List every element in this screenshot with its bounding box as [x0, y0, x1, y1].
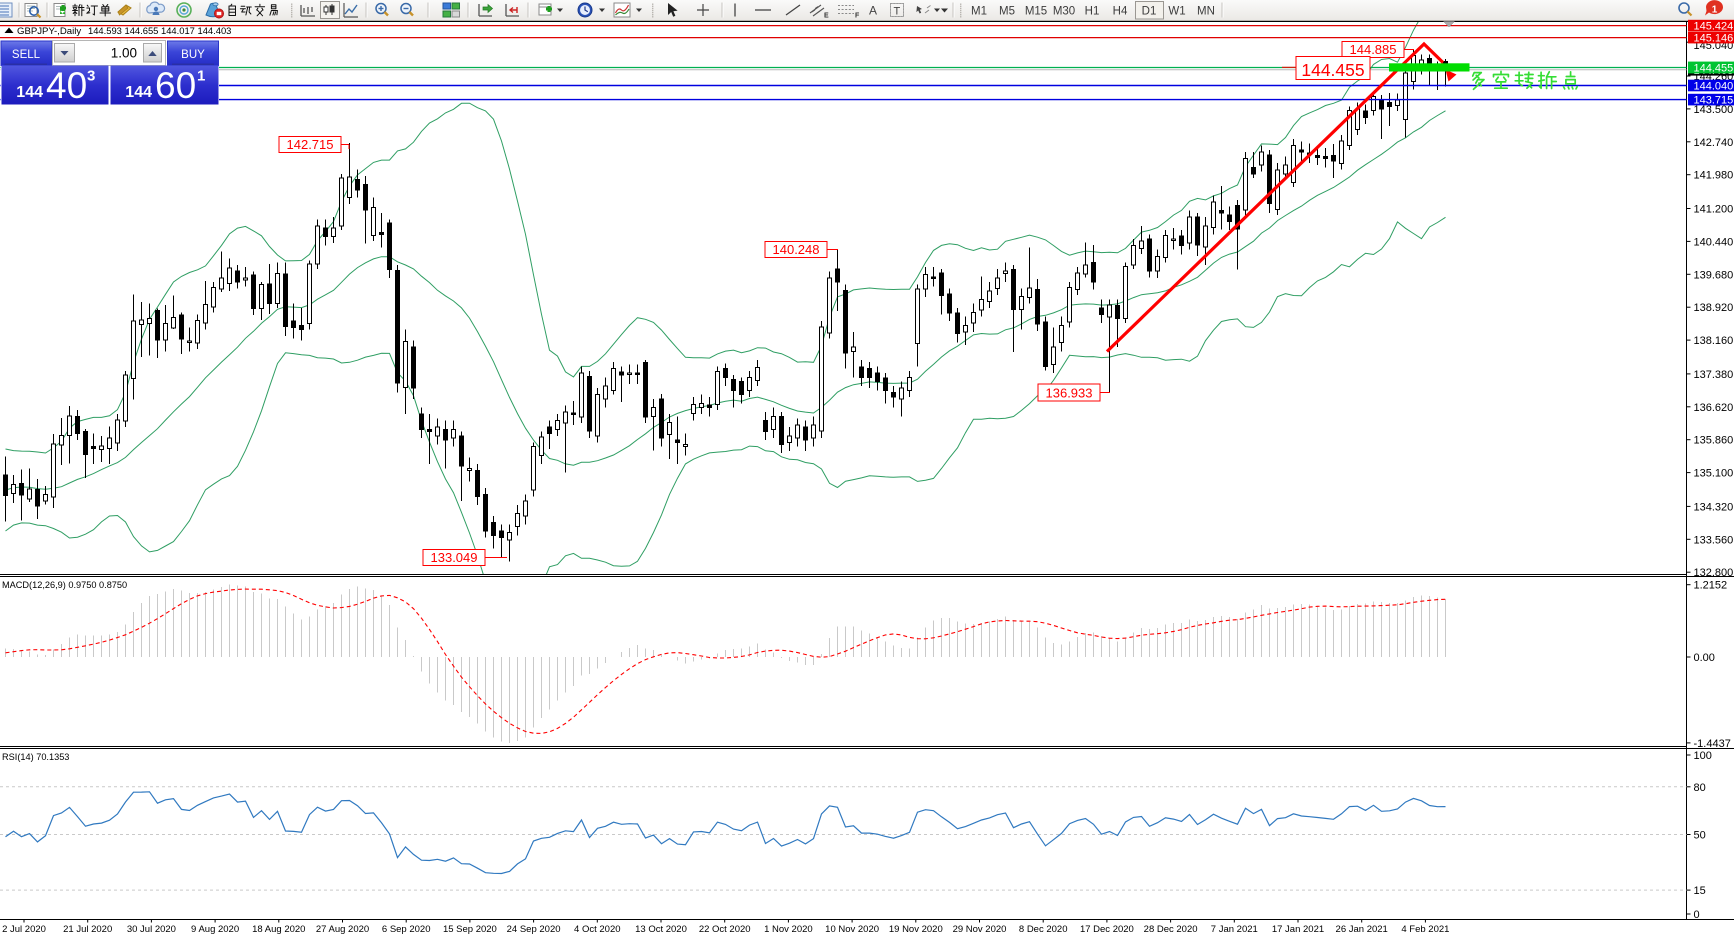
svg-text:H4: H4 — [1113, 6, 1128, 18]
svg-text:-1.4437: -1.4437 — [1694, 738, 1731, 750]
svg-text:40: 40 — [46, 65, 87, 106]
svg-text:134.320: 134.320 — [1694, 501, 1734, 513]
svg-text:RSI(14) 70.1353: RSI(14) 70.1353 — [2, 752, 69, 762]
svg-text:3: 3 — [87, 68, 95, 85]
svg-text:133.049: 133.049 — [431, 550, 478, 565]
svg-text:139.680: 139.680 — [1694, 269, 1734, 281]
svg-text:140.248: 140.248 — [773, 242, 820, 257]
svg-text:6 Sep 2020: 6 Sep 2020 — [382, 924, 431, 935]
svg-text:SELL: SELL — [12, 49, 41, 61]
svg-text:15: 15 — [1694, 885, 1706, 897]
svg-text:144: 144 — [16, 84, 43, 101]
svg-text:145.424: 145.424 — [1694, 21, 1734, 33]
svg-text:137.380: 137.380 — [1694, 369, 1734, 381]
svg-text:141.200: 141.200 — [1694, 204, 1734, 216]
svg-text:29 Nov 2020: 29 Nov 2020 — [953, 924, 1007, 935]
svg-text:0.00: 0.00 — [1694, 652, 1715, 664]
svg-text:21 Jul 2020: 21 Jul 2020 — [63, 924, 112, 935]
svg-text:MACD(12,26,9) 0.9750 0.8750: MACD(12,26,9) 0.9750 0.8750 — [2, 580, 127, 590]
svg-text:1: 1 — [197, 68, 205, 85]
svg-text:GBPJPY-,Daily: GBPJPY-,Daily — [17, 26, 81, 37]
svg-text:136.620: 136.620 — [1694, 402, 1734, 414]
svg-text:28 Dec 2020: 28 Dec 2020 — [1144, 924, 1198, 935]
svg-text:1: 1 — [1712, 5, 1718, 16]
svg-text:27 Aug 2020: 27 Aug 2020 — [316, 924, 369, 935]
svg-text:D1: D1 — [1142, 6, 1157, 18]
svg-text:2 Jul 2020: 2 Jul 2020 — [2, 924, 46, 935]
svg-text:15 Sep 2020: 15 Sep 2020 — [443, 924, 497, 935]
svg-text:A: A — [869, 4, 877, 18]
svg-text:138.160: 138.160 — [1694, 335, 1734, 347]
svg-text:26 Jan 2021: 26 Jan 2021 — [1336, 924, 1388, 935]
svg-text:138.920: 138.920 — [1694, 302, 1734, 314]
svg-text:W1: W1 — [1168, 6, 1185, 18]
svg-text:144.455: 144.455 — [1694, 63, 1734, 75]
svg-text:4 Feb 2021: 4 Feb 2021 — [1401, 924, 1449, 935]
svg-text:60: 60 — [155, 65, 196, 106]
svg-text:M15: M15 — [1025, 6, 1047, 18]
svg-text:1 Nov 2020: 1 Nov 2020 — [764, 924, 813, 935]
svg-text:9 Aug 2020: 9 Aug 2020 — [191, 924, 239, 935]
svg-text:M1: M1 — [971, 6, 987, 18]
svg-text:24 Sep 2020: 24 Sep 2020 — [507, 924, 561, 935]
svg-text:22 Oct 2020: 22 Oct 2020 — [699, 924, 751, 935]
svg-text:143.500: 143.500 — [1694, 104, 1734, 116]
svg-text:F: F — [855, 13, 860, 20]
svg-text:136.933: 136.933 — [1046, 386, 1093, 401]
svg-text:17 Jan 2021: 17 Jan 2021 — [1272, 924, 1324, 935]
svg-text:18 Aug 2020: 18 Aug 2020 — [252, 924, 305, 935]
svg-text:13 Oct 2020: 13 Oct 2020 — [635, 924, 687, 935]
svg-text:17 Dec 2020: 17 Dec 2020 — [1080, 924, 1134, 935]
svg-text:7 Jan 2021: 7 Jan 2021 — [1211, 924, 1258, 935]
svg-text:133.560: 133.560 — [1694, 534, 1734, 546]
svg-text:144.885: 144.885 — [1350, 42, 1397, 57]
svg-text:M30: M30 — [1053, 6, 1075, 18]
svg-text:144: 144 — [125, 84, 152, 101]
svg-text:MN: MN — [1197, 6, 1215, 18]
svg-text:50: 50 — [1694, 830, 1706, 842]
svg-text:80: 80 — [1694, 782, 1706, 794]
svg-text:100: 100 — [1694, 750, 1712, 762]
svg-text:144.040: 144.040 — [1694, 81, 1734, 93]
svg-text:132.800: 132.800 — [1694, 567, 1734, 579]
svg-text:BUY: BUY — [181, 49, 205, 61]
svg-text:1.00: 1.00 — [111, 46, 137, 61]
svg-text:135.100: 135.100 — [1694, 468, 1734, 480]
svg-text:H1: H1 — [1085, 6, 1100, 18]
svg-text:144.455: 144.455 — [1301, 60, 1364, 80]
svg-text:140.440: 140.440 — [1694, 236, 1734, 248]
svg-text:141.980: 141.980 — [1694, 170, 1734, 182]
svg-text:144.593 144.655 144.017 144.40: 144.593 144.655 144.017 144.403 — [88, 25, 231, 36]
svg-text:0: 0 — [1694, 909, 1700, 921]
svg-text:4 Oct 2020: 4 Oct 2020 — [574, 924, 620, 935]
svg-text:142.740: 142.740 — [1694, 137, 1734, 149]
svg-text:30 Jul 2020: 30 Jul 2020 — [127, 924, 176, 935]
svg-text:142.715: 142.715 — [287, 137, 334, 152]
svg-text:1.2152: 1.2152 — [1694, 580, 1728, 592]
svg-text:E: E — [824, 13, 829, 20]
svg-text:135.860: 135.860 — [1694, 435, 1734, 447]
svg-text:8 Dec 2020: 8 Dec 2020 — [1019, 924, 1068, 935]
svg-text:T: T — [894, 6, 901, 18]
svg-text:10 Nov 2020: 10 Nov 2020 — [825, 924, 879, 935]
svg-text:19 Nov 2020: 19 Nov 2020 — [889, 924, 943, 935]
svg-text:143.715: 143.715 — [1694, 95, 1734, 107]
svg-text:M5: M5 — [999, 6, 1015, 18]
svg-text:145.146: 145.146 — [1694, 33, 1734, 45]
